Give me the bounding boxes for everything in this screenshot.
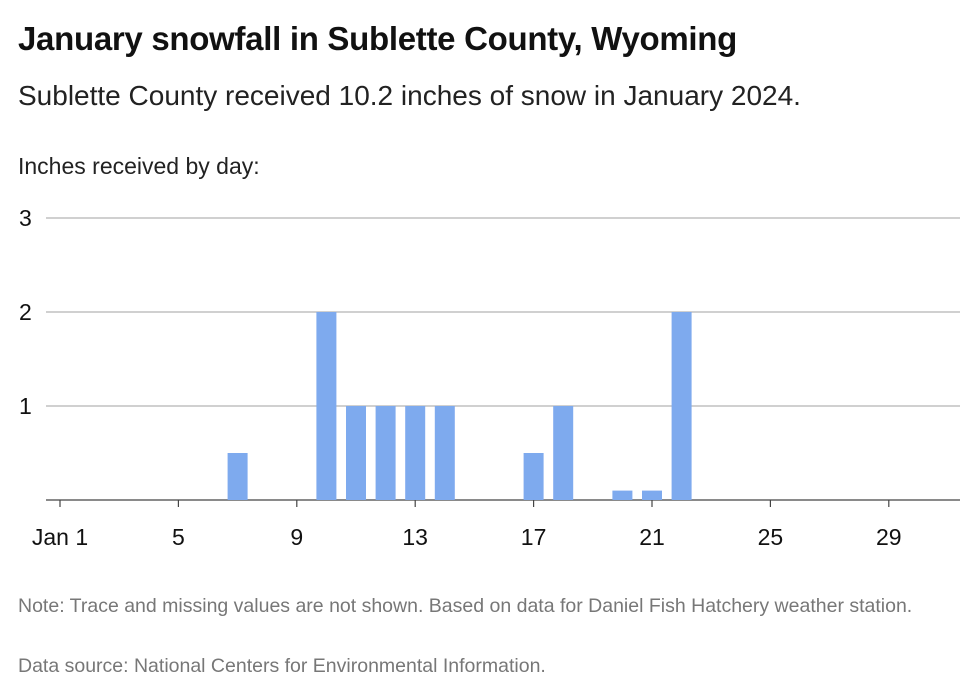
bar-jan-7	[227, 453, 248, 500]
gridlines	[46, 217, 960, 501]
bar-jan-18	[553, 406, 574, 500]
x-tick-label: 29	[876, 524, 902, 550]
x-tick-label: 17	[521, 524, 547, 550]
x-tick-labels: Jan 1 5 9 13 17 21 25 29	[32, 500, 902, 550]
data-source: Data source: National Centers for Enviro…	[18, 655, 546, 677]
bar-jan-20	[612, 490, 633, 500]
x-tick-label: Jan 1	[32, 524, 88, 550]
bar-jan-11	[346, 406, 366, 500]
bar-jan-10	[316, 312, 337, 500]
bar-chart: 1 2 3 Jan 1 5 9 13 17 21 25 29	[19, 205, 960, 550]
bar-jan-13	[405, 406, 426, 500]
x-tick-label: 25	[758, 524, 784, 550]
chart-subtitle: Sublette County received 10.2 inches of …	[18, 80, 801, 111]
bars	[227, 312, 692, 500]
x-tick-label: 9	[290, 524, 303, 550]
bar-jan-22	[671, 312, 692, 500]
x-tick-label: 5	[172, 524, 185, 550]
y-tick-label: 1	[19, 393, 32, 419]
bar-jan-14	[434, 406, 455, 500]
y-tick-label: 2	[19, 299, 32, 325]
bar-jan-12	[375, 406, 396, 500]
chart-title: January snowfall in Sublette County, Wyo…	[18, 20, 737, 57]
bar-jan-21	[642, 490, 662, 500]
chart-note: Note: Trace and missing values are not s…	[18, 595, 913, 617]
y-axis-label: Inches received by day:	[18, 153, 260, 179]
bar-jan-17	[523, 453, 544, 500]
y-tick-labels: 1 2 3	[19, 205, 32, 419]
x-tick-label: 13	[402, 524, 428, 550]
x-tick-label: 21	[639, 524, 665, 550]
y-tick-label: 3	[19, 205, 32, 231]
